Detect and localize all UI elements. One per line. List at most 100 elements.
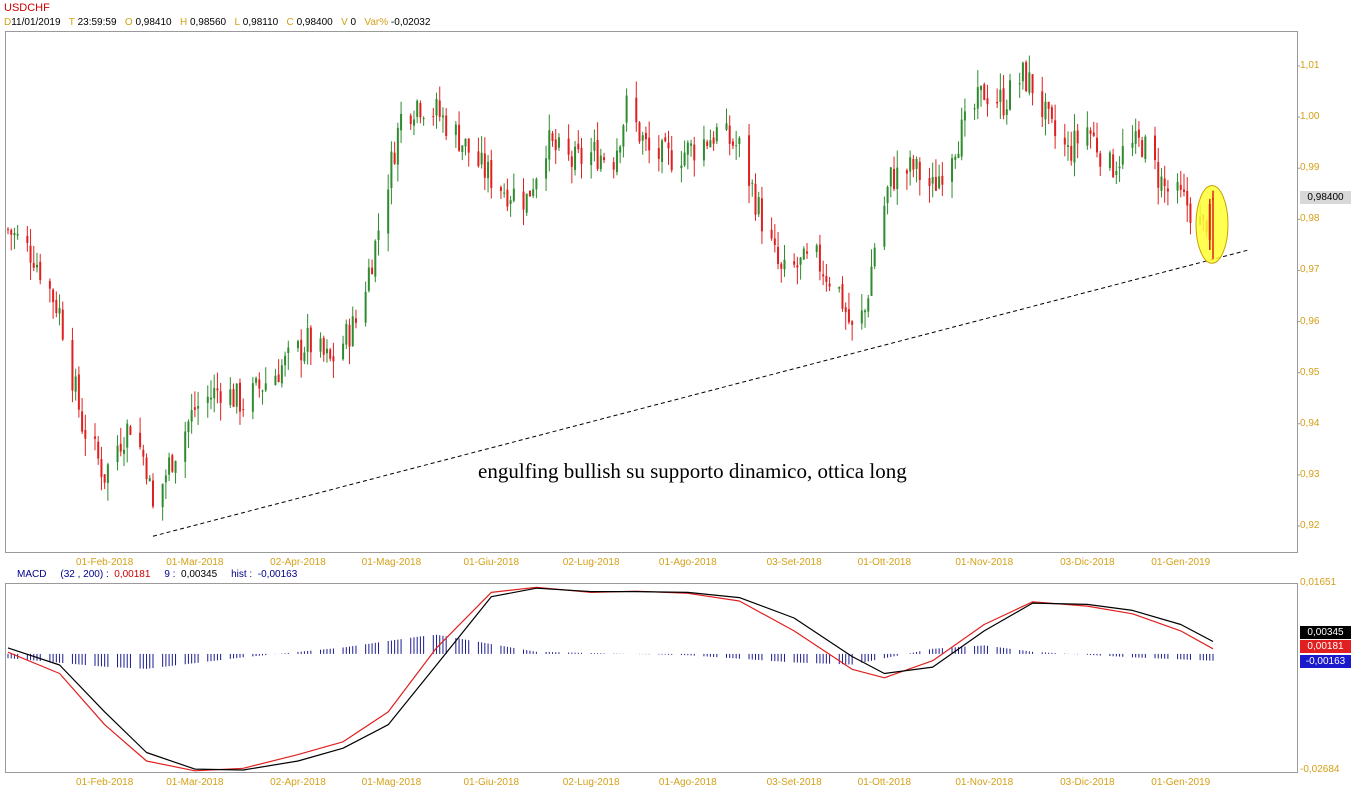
open-value: 0,98410 [135,17,172,28]
candle-body [441,115,444,118]
candle-body [506,189,509,207]
candle-body [680,165,683,169]
candle-body [303,352,306,362]
candle-body [306,328,309,352]
candle-body [480,152,483,165]
candle-body [1121,146,1124,165]
time-label: T [68,17,75,28]
candle-body [1054,120,1057,137]
candle-body [931,177,934,184]
candle-body [1179,184,1182,190]
candle-body [777,246,780,264]
candle-body [1092,132,1095,136]
candle-body [883,205,886,247]
candle-body [419,103,422,118]
last-price-box: 0,98400 [1300,191,1351,204]
candle-body [570,156,573,167]
candle-body [1018,83,1021,85]
signal-label: 9 : [164,569,176,580]
candle-body [367,267,370,291]
macd-x-tick: 01-Mar-2018 [166,777,224,788]
price-x-tick: 01-Feb-2018 [76,557,134,568]
macd-x-tick: 02-Lug-2018 [562,777,620,788]
candle-body [909,157,912,172]
candle-body [277,374,280,382]
price-panel[interactable] [5,31,1298,553]
macd-panel[interactable] [5,583,1298,773]
volume-value: 0 [350,17,357,28]
candle-body [773,238,776,245]
macd-x-tick: 03-Dic-2018 [1060,777,1115,788]
candle-body [638,122,641,142]
candle-body [709,140,712,148]
candle-body [635,97,638,123]
macd-x-tick: 01-Nov-2018 [955,777,1014,788]
candle-body [377,230,380,240]
candle-body [664,137,667,142]
price-x-tick: 01-Ago-2018 [658,557,717,568]
candle-body [509,200,512,204]
candle-body [206,396,209,403]
candle-body [371,267,374,275]
price-y-tick: 0,96 [1300,315,1320,327]
candle-body [728,125,731,144]
candle-body [525,193,528,213]
candle-body [980,85,983,91]
candle-body [122,449,125,454]
candle-body [435,99,438,116]
candle-body [615,150,618,173]
candle-body [1141,140,1144,157]
price-x-tick: 03-Set-2018 [766,557,822,568]
candle-body [187,421,190,433]
candle-body [193,407,196,410]
candle-body [841,284,844,309]
candle-body [32,263,35,268]
candle-body [973,108,976,110]
candle-body [300,339,303,361]
candle-body [216,388,219,391]
price-y-tick: 0,92 [1300,520,1320,531]
candle-body [77,374,80,410]
candle-body [400,113,403,131]
candle-body [644,132,647,140]
candle-body [686,142,689,155]
candle-body [822,274,825,277]
candle-body [1160,176,1163,191]
candle-body [39,261,42,281]
price-y-tick: 0,98 [1300,213,1320,225]
candle-body [593,141,596,151]
candle-body [532,189,535,196]
candle-body [760,198,763,232]
candle-body [287,347,290,353]
candle-body [657,148,660,159]
candle-body [232,389,235,407]
candle-body [1115,170,1118,175]
candle-body [986,98,989,105]
candle-body [889,167,892,187]
candle-body [445,115,448,137]
hist-label: hist : [231,569,253,580]
macd-x-tick: 01-Feb-2018 [76,777,134,788]
candle-body [796,265,799,268]
candle-body [951,158,954,182]
candle-body [55,299,58,313]
candle-body [116,445,119,463]
candle-body [1099,153,1102,167]
candle-body [815,245,818,253]
candle-body [783,259,786,270]
candle-body [512,188,515,201]
macd-value: 0,00181 [114,569,151,580]
price-y-tick: 0,94 [1300,417,1320,429]
candle-body [242,409,245,411]
candle-body [976,87,979,109]
macd-x-tick: 03-Set-2018 [766,777,822,788]
candle-body [715,127,718,142]
candle-body [422,118,425,120]
macd-x-tick: 01-Mag-2018 [361,777,422,788]
candle-body [58,307,61,314]
candle-body [864,310,867,313]
candle-body [683,152,686,166]
candle-body [309,327,312,353]
highlight-ellipse [1195,185,1229,264]
candle-body [319,338,322,352]
